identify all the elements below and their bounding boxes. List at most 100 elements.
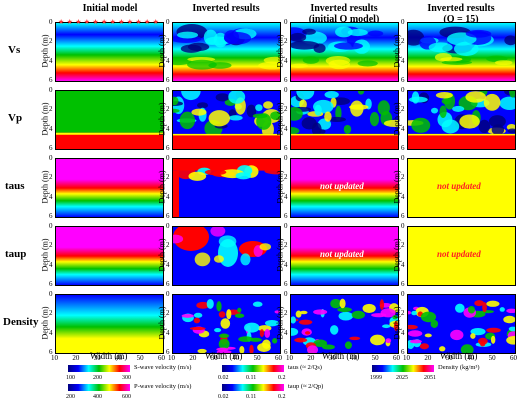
panel-vp-initial bbox=[55, 90, 164, 150]
row-label-taus: taus bbox=[5, 180, 25, 192]
depth-tick: 2 bbox=[401, 37, 405, 46]
depth-axis-label: Depth (m) bbox=[40, 306, 50, 340]
colorbar-taup-tick-2: 0.2 bbox=[278, 394, 286, 400]
width-axis-label-4: Width (m) bbox=[440, 351, 478, 361]
depth-tick: 2 bbox=[166, 173, 170, 182]
depth-axis-label: Depth (m) bbox=[40, 170, 50, 204]
depth-tick: 6 bbox=[401, 348, 405, 356]
panel-taup-inverted bbox=[172, 226, 281, 286]
depth-tick: 6 bbox=[401, 144, 405, 152]
panel-vp-q15 bbox=[407, 90, 516, 150]
colorbar-s-wave bbox=[68, 365, 130, 372]
depth-tick: 6 bbox=[284, 348, 288, 356]
depth-tick: 0 bbox=[166, 290, 170, 298]
depth-axis-label: Depth (m) bbox=[157, 238, 167, 272]
depth-tick: 2 bbox=[166, 241, 170, 250]
depth-axis-label: Depth (m) bbox=[157, 34, 167, 68]
panel-vs-q15 bbox=[407, 22, 516, 82]
depth-tick: 6 bbox=[401, 76, 405, 84]
width-tick: 40 bbox=[115, 354, 123, 362]
depth-tick: 2 bbox=[166, 105, 170, 114]
row-label-taup: taup bbox=[5, 248, 27, 260]
depth-tick: 4 bbox=[401, 192, 405, 201]
panel-taus-q15 bbox=[407, 158, 516, 218]
depth-tick: 0 bbox=[401, 154, 405, 162]
depth-tick: 0 bbox=[49, 222, 53, 230]
panel-density-q15 bbox=[407, 294, 516, 354]
depth-tick: 2 bbox=[401, 241, 405, 250]
panel-taus-inverted bbox=[172, 158, 281, 218]
not-updated-label: not updated bbox=[320, 249, 364, 259]
depth-axis-label: Depth (m) bbox=[40, 238, 50, 272]
depth-tick: 4 bbox=[401, 56, 405, 65]
depth-tick: 2 bbox=[49, 173, 53, 182]
width-tick: 40 bbox=[350, 354, 358, 362]
colorbar-taus-tick-1: 0.11 bbox=[246, 375, 257, 381]
colorbar-taup-tick-0: 0.02 bbox=[218, 394, 229, 400]
depth-tick: 0 bbox=[401, 86, 405, 94]
colorbar-taus bbox=[222, 365, 284, 372]
panel-density-initial bbox=[55, 294, 164, 354]
colorbar-density-label: Density (kg/m³) bbox=[438, 364, 480, 371]
not-updated-label: not updated bbox=[437, 249, 481, 259]
colorbar-taus-label: taus (≈ 2/Qs) bbox=[288, 364, 322, 371]
colorbar-taus-tick-0: 0.02 bbox=[218, 375, 229, 381]
panel-taup-initial bbox=[55, 226, 164, 286]
depth-tick: 4 bbox=[284, 56, 288, 65]
depth-tick: 4 bbox=[401, 124, 405, 133]
depth-tick: 0 bbox=[49, 86, 53, 94]
width-tick: 60 bbox=[275, 354, 282, 362]
depth-axis-label: Depth (m) bbox=[392, 306, 402, 340]
row-label-vs: Vs bbox=[8, 44, 21, 56]
depth-tick: 4 bbox=[49, 192, 53, 201]
source-marker-icon: ★ bbox=[118, 18, 125, 26]
panel-vs-initial-q bbox=[290, 22, 399, 82]
colorbar-density-tick-2: 2051 bbox=[424, 375, 436, 381]
width-axis-label-2: Width (m) bbox=[205, 351, 243, 361]
source-marker-icon: ★ bbox=[109, 18, 116, 26]
depth-tick: 6 bbox=[284, 280, 288, 288]
depth-tick: 4 bbox=[401, 328, 405, 337]
panel-vs-inverted bbox=[172, 22, 281, 82]
source-marker-icon: ★ bbox=[126, 18, 134, 26]
panel-taup-initial-q bbox=[290, 226, 399, 286]
width-axis-label-1: Width (m) bbox=[90, 351, 128, 361]
row-label-vp: Vp bbox=[8, 112, 23, 124]
source-marker-icon: ★ bbox=[152, 18, 159, 26]
depth-tick: 6 bbox=[401, 280, 405, 288]
depth-tick: 0 bbox=[284, 86, 288, 94]
depth-tick: 2 bbox=[401, 105, 405, 114]
depth-tick: 6 bbox=[166, 144, 170, 152]
depth-tick: 4 bbox=[49, 56, 53, 65]
colorbar-p-wave-tick-2: 600 bbox=[122, 394, 131, 400]
depth-tick: 0 bbox=[166, 18, 170, 26]
not-updated-label: not updated bbox=[320, 181, 364, 191]
colorbar-taus-tick-2: 0.2 bbox=[278, 375, 286, 381]
depth-tick: 4 bbox=[49, 124, 53, 133]
source-marker-icon: ★ bbox=[135, 18, 142, 26]
depth-tick: 0 bbox=[49, 18, 53, 26]
depth-tick: 2 bbox=[49, 105, 53, 114]
depth-axis-label: Depth (m) bbox=[392, 238, 402, 272]
colorbar-s-wave-tick-0: 100 bbox=[66, 375, 75, 381]
depth-tick: 6 bbox=[49, 212, 53, 220]
colorbar-taup-label: taup (≈ 2/Qp) bbox=[288, 383, 324, 390]
col-title-inverted-initial-q: Inverted results (initial Q model) bbox=[308, 3, 380, 25]
depth-axis-label: Depth (m) bbox=[40, 34, 50, 68]
depth-tick: 0 bbox=[284, 154, 288, 162]
source-marker-icon: ★ bbox=[58, 18, 65, 26]
depth-tick: 4 bbox=[49, 260, 53, 269]
width-tick: 10 bbox=[286, 354, 293, 362]
width-tick: 10 bbox=[403, 354, 410, 362]
depth-axis-label: Depth (m) bbox=[275, 238, 285, 272]
source-marker-icon: ★ bbox=[75, 18, 82, 26]
colorbar-density bbox=[372, 365, 434, 372]
depth-tick: 2 bbox=[401, 173, 405, 182]
depth-tick: 6 bbox=[166, 212, 170, 220]
colorbar-s-wave-tick-1: 200 bbox=[93, 375, 102, 381]
depth-tick: 4 bbox=[166, 124, 170, 133]
width-tick: 20 bbox=[189, 354, 197, 362]
depth-axis-label: Depth (m) bbox=[157, 306, 167, 340]
col-title-inverted-results: Inverted results bbox=[192, 3, 260, 14]
depth-tick: 2 bbox=[166, 309, 170, 318]
